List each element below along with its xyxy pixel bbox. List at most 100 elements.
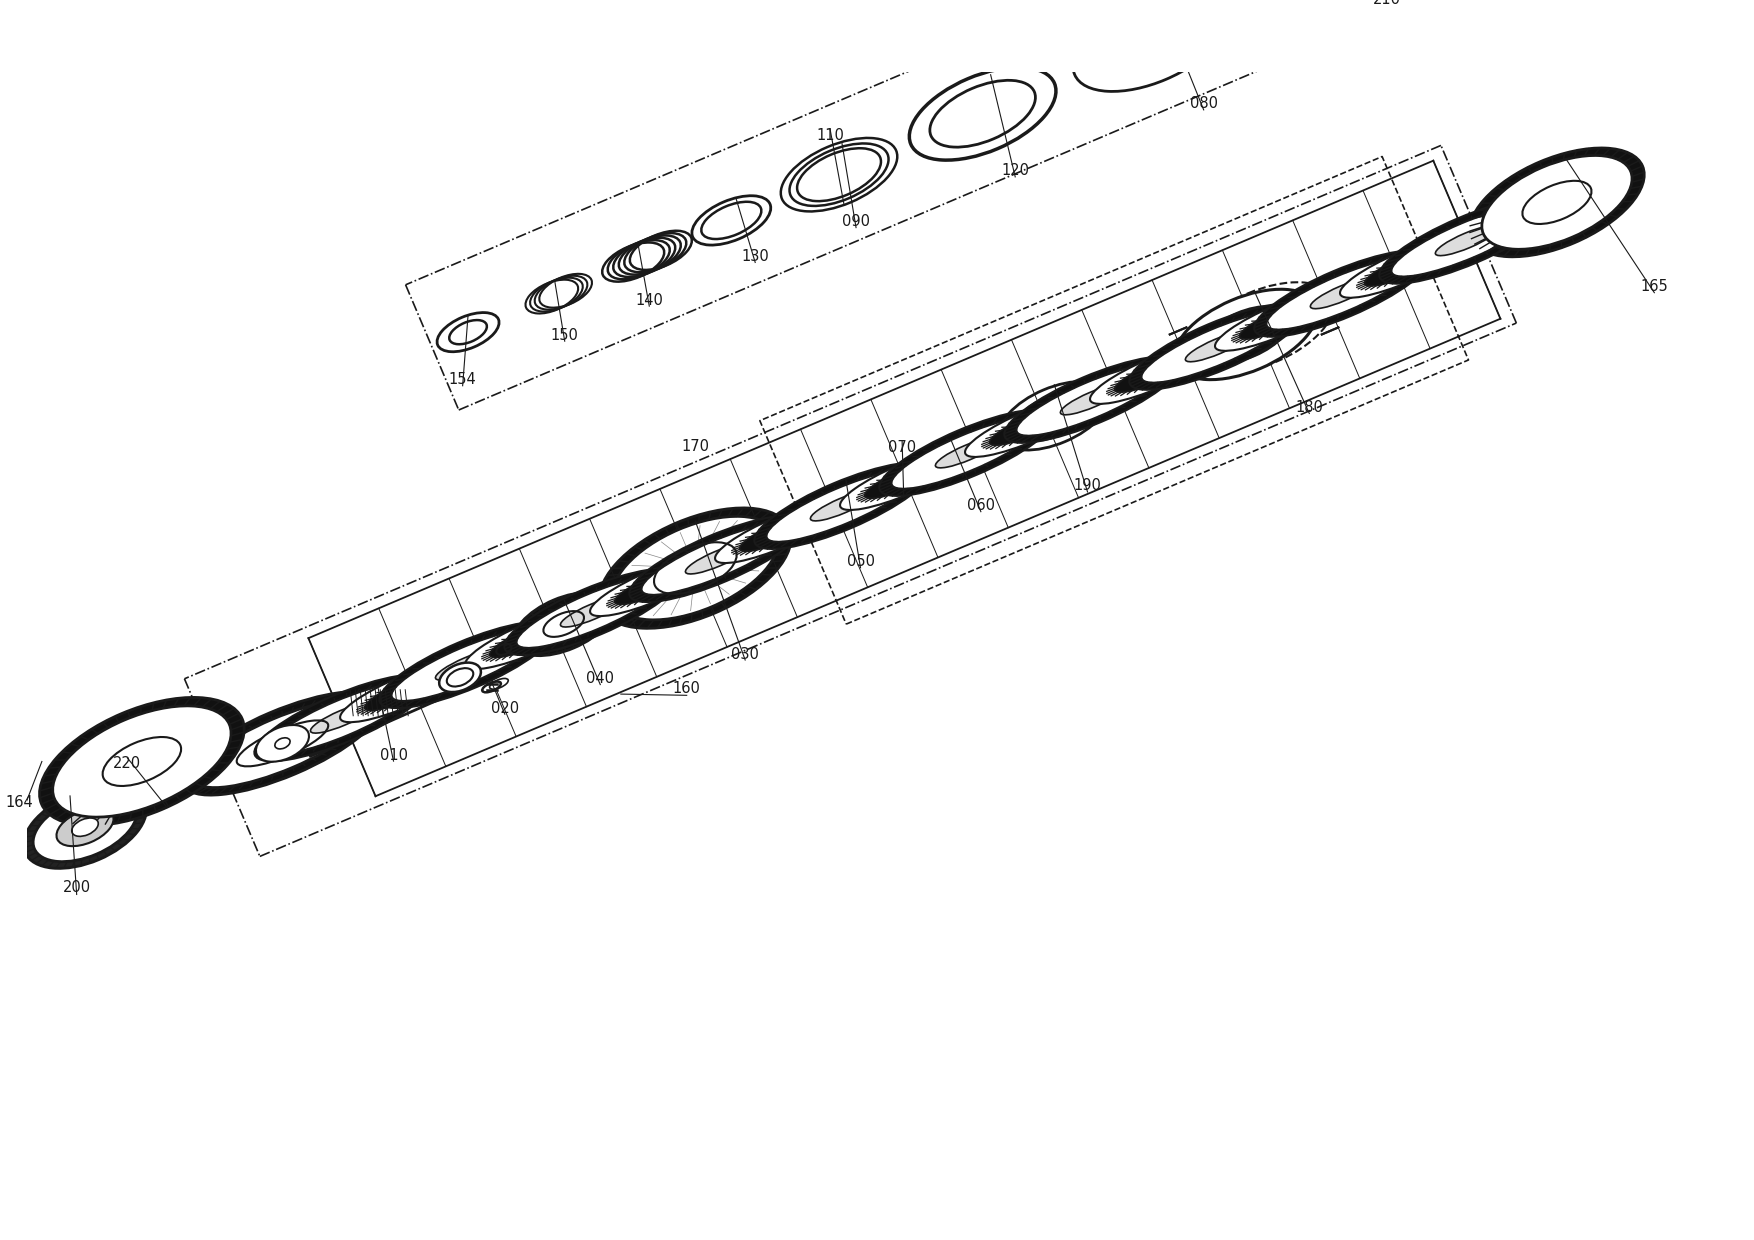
- Ellipse shape: [1007, 415, 1052, 436]
- Ellipse shape: [516, 575, 668, 649]
- Ellipse shape: [1470, 148, 1643, 257]
- Ellipse shape: [195, 699, 370, 787]
- Ellipse shape: [72, 818, 98, 836]
- Ellipse shape: [865, 460, 945, 498]
- Ellipse shape: [1170, 0, 1324, 51]
- Ellipse shape: [754, 463, 930, 549]
- Ellipse shape: [488, 639, 519, 661]
- Ellipse shape: [1005, 356, 1180, 443]
- Ellipse shape: [810, 491, 873, 521]
- Ellipse shape: [1391, 205, 1544, 277]
- Ellipse shape: [1266, 258, 1417, 330]
- Ellipse shape: [879, 409, 1056, 496]
- Ellipse shape: [1142, 310, 1293, 383]
- Ellipse shape: [630, 516, 805, 601]
- Text: 020: 020: [491, 701, 519, 715]
- Ellipse shape: [391, 629, 544, 701]
- Ellipse shape: [1365, 248, 1445, 286]
- Ellipse shape: [561, 596, 624, 627]
- Ellipse shape: [56, 808, 114, 846]
- Ellipse shape: [840, 449, 970, 510]
- Ellipse shape: [447, 668, 474, 687]
- Ellipse shape: [310, 703, 374, 733]
- Text: 140: 140: [635, 293, 663, 308]
- Text: 190: 190: [1073, 479, 1102, 494]
- Ellipse shape: [435, 650, 500, 680]
- Ellipse shape: [1340, 237, 1470, 298]
- Ellipse shape: [935, 438, 1000, 467]
- Ellipse shape: [275, 738, 289, 749]
- Ellipse shape: [1258, 309, 1303, 331]
- Ellipse shape: [182, 692, 382, 795]
- Text: 165: 165: [1640, 279, 1668, 294]
- Text: 120: 120: [1002, 164, 1030, 179]
- Text: 170: 170: [681, 439, 709, 454]
- Ellipse shape: [514, 593, 614, 656]
- Text: 150: 150: [551, 327, 579, 342]
- Text: 080: 080: [1189, 97, 1217, 112]
- Ellipse shape: [642, 523, 793, 595]
- Ellipse shape: [891, 417, 1044, 489]
- Ellipse shape: [758, 522, 802, 543]
- Ellipse shape: [716, 501, 844, 563]
- Text: 154: 154: [449, 372, 477, 387]
- Ellipse shape: [147, 779, 186, 806]
- Ellipse shape: [766, 470, 917, 542]
- Text: 164: 164: [5, 795, 33, 810]
- Ellipse shape: [1240, 301, 1319, 340]
- Text: 180: 180: [1296, 401, 1323, 415]
- Ellipse shape: [507, 627, 553, 650]
- Ellipse shape: [382, 681, 428, 702]
- Text: 030: 030: [731, 646, 759, 661]
- Ellipse shape: [1130, 304, 1305, 389]
- Ellipse shape: [1186, 331, 1249, 362]
- Text: 110: 110: [816, 128, 844, 143]
- Text: 220: 220: [114, 756, 142, 771]
- Ellipse shape: [989, 407, 1070, 445]
- Ellipse shape: [965, 396, 1094, 456]
- Ellipse shape: [254, 675, 430, 761]
- Ellipse shape: [1114, 355, 1194, 392]
- Ellipse shape: [53, 706, 232, 817]
- Text: 070: 070: [888, 440, 916, 455]
- Ellipse shape: [686, 543, 749, 574]
- Ellipse shape: [489, 619, 570, 657]
- Ellipse shape: [1089, 342, 1219, 404]
- Ellipse shape: [1310, 279, 1373, 309]
- Ellipse shape: [631, 574, 677, 596]
- Ellipse shape: [365, 672, 446, 711]
- Ellipse shape: [882, 469, 928, 490]
- Ellipse shape: [1016, 363, 1168, 435]
- Ellipse shape: [600, 508, 791, 629]
- Ellipse shape: [1382, 257, 1428, 278]
- Ellipse shape: [33, 792, 137, 862]
- Ellipse shape: [1073, 0, 1228, 92]
- Ellipse shape: [612, 516, 779, 620]
- Ellipse shape: [438, 662, 481, 692]
- Text: 040: 040: [586, 671, 614, 686]
- Ellipse shape: [379, 621, 556, 708]
- Text: 090: 090: [842, 215, 870, 229]
- Ellipse shape: [1216, 289, 1344, 351]
- Ellipse shape: [589, 554, 719, 616]
- Ellipse shape: [740, 513, 819, 552]
- Ellipse shape: [256, 725, 309, 761]
- Text: 130: 130: [742, 249, 768, 264]
- Text: 050: 050: [847, 554, 875, 569]
- Ellipse shape: [267, 682, 417, 754]
- Ellipse shape: [1482, 155, 1631, 249]
- Ellipse shape: [465, 608, 595, 670]
- Ellipse shape: [1061, 384, 1124, 415]
- Ellipse shape: [340, 661, 470, 722]
- Ellipse shape: [505, 569, 681, 655]
- Ellipse shape: [40, 697, 244, 826]
- Ellipse shape: [1254, 250, 1430, 337]
- Ellipse shape: [1379, 197, 1556, 284]
- Ellipse shape: [23, 786, 146, 868]
- Ellipse shape: [1131, 362, 1177, 384]
- Ellipse shape: [1435, 226, 1500, 255]
- Text: 200: 200: [63, 880, 91, 895]
- Ellipse shape: [482, 682, 502, 692]
- Text: 210: 210: [1373, 0, 1401, 6]
- Ellipse shape: [614, 567, 695, 604]
